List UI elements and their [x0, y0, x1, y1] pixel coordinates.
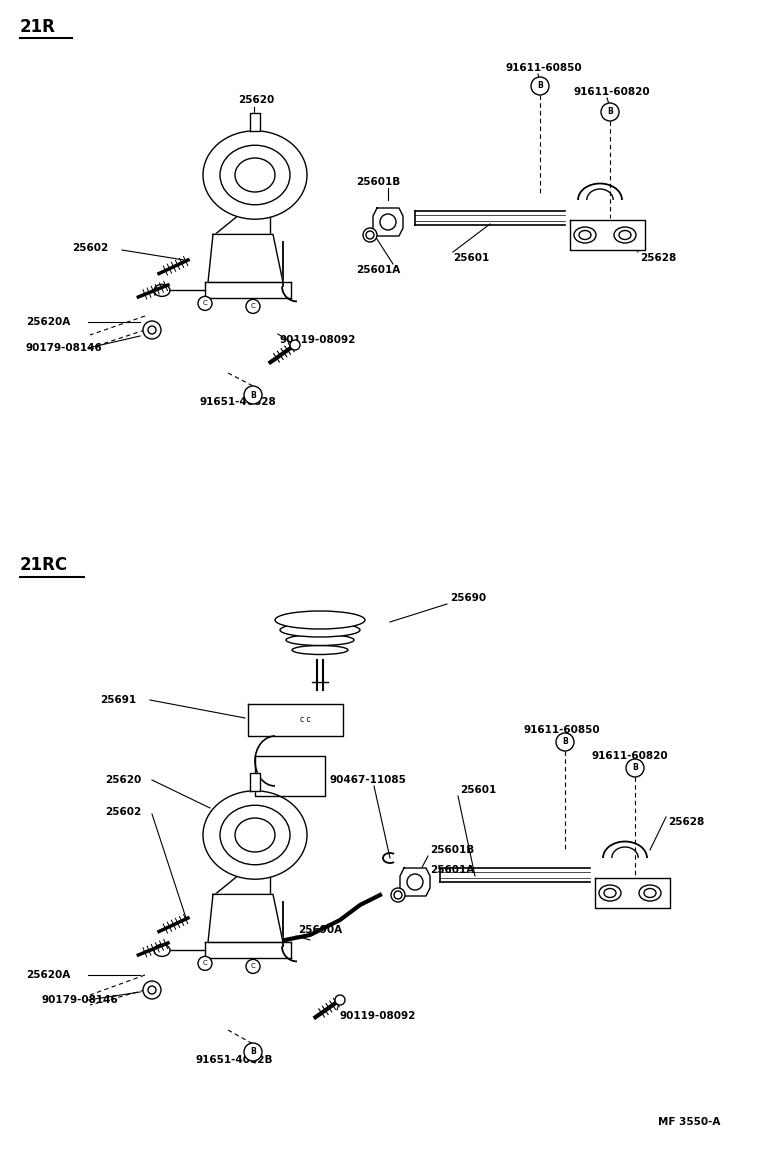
- Text: 90467-11085: 90467-11085: [330, 775, 407, 785]
- Ellipse shape: [574, 227, 596, 243]
- Text: 21R: 21R: [20, 18, 56, 36]
- Circle shape: [244, 1043, 262, 1061]
- Text: 90119-08092: 90119-08092: [280, 335, 356, 344]
- Ellipse shape: [391, 888, 405, 902]
- Text: 25690A: 25690A: [298, 925, 342, 935]
- Polygon shape: [208, 234, 283, 282]
- Ellipse shape: [286, 635, 354, 645]
- Polygon shape: [373, 209, 403, 236]
- Text: B: B: [250, 391, 256, 400]
- Text: 90119-08092: 90119-08092: [340, 1011, 417, 1021]
- Text: 21RC: 21RC: [20, 556, 68, 574]
- Text: 25620A: 25620A: [26, 317, 71, 327]
- Text: MF 3550-A: MF 3550-A: [658, 1117, 720, 1127]
- Text: 91611-60820: 91611-60820: [573, 88, 650, 97]
- Text: C: C: [251, 303, 255, 310]
- Circle shape: [246, 300, 260, 313]
- Text: c c: c c: [300, 715, 310, 725]
- Text: B: B: [607, 107, 613, 116]
- Text: 25601A: 25601A: [430, 865, 474, 876]
- Ellipse shape: [154, 285, 170, 296]
- Text: 25620: 25620: [105, 775, 141, 785]
- Circle shape: [246, 960, 260, 973]
- Text: C: C: [203, 961, 207, 967]
- Circle shape: [335, 995, 345, 1005]
- Text: 90179-08146: 90179-08146: [26, 343, 102, 353]
- Ellipse shape: [614, 227, 636, 243]
- Circle shape: [198, 956, 212, 970]
- Ellipse shape: [292, 645, 348, 654]
- Circle shape: [244, 386, 262, 404]
- Ellipse shape: [154, 945, 170, 956]
- Circle shape: [143, 321, 161, 339]
- Circle shape: [601, 103, 619, 121]
- Ellipse shape: [203, 131, 307, 219]
- Ellipse shape: [599, 885, 621, 901]
- Text: C: C: [251, 963, 255, 969]
- Polygon shape: [400, 867, 430, 896]
- Text: 25602: 25602: [72, 243, 108, 253]
- Circle shape: [290, 340, 300, 350]
- Text: B: B: [537, 82, 543, 91]
- Polygon shape: [248, 704, 343, 736]
- Text: 25620: 25620: [238, 94, 274, 105]
- Ellipse shape: [235, 158, 275, 192]
- Text: 91611-60850: 91611-60850: [505, 63, 582, 73]
- Circle shape: [143, 982, 161, 999]
- Ellipse shape: [639, 885, 661, 901]
- Text: 25620A: 25620A: [26, 970, 71, 980]
- Text: 25602: 25602: [105, 808, 141, 817]
- Text: 91611-60820: 91611-60820: [591, 751, 667, 761]
- Text: 91651-40828: 91651-40828: [200, 397, 277, 407]
- Polygon shape: [595, 878, 670, 908]
- Text: 25628: 25628: [668, 817, 705, 827]
- Text: C: C: [203, 301, 207, 306]
- Ellipse shape: [280, 623, 360, 637]
- Text: 91651-4082B: 91651-4082B: [196, 1055, 273, 1064]
- Text: 25601B: 25601B: [356, 177, 400, 187]
- Polygon shape: [208, 894, 283, 942]
- Text: 90179-08146: 90179-08146: [42, 995, 119, 1005]
- Polygon shape: [250, 113, 260, 131]
- Text: 25601B: 25601B: [430, 846, 474, 855]
- Ellipse shape: [235, 818, 275, 852]
- Text: 25628: 25628: [640, 253, 676, 263]
- Text: 91611-60850: 91611-60850: [524, 725, 601, 735]
- Ellipse shape: [275, 611, 365, 629]
- Polygon shape: [250, 773, 260, 790]
- Text: 25601: 25601: [453, 253, 489, 263]
- Ellipse shape: [363, 228, 377, 242]
- Text: 25691: 25691: [100, 695, 136, 705]
- Text: 25601A: 25601A: [356, 265, 400, 275]
- Text: B: B: [250, 1047, 256, 1056]
- Polygon shape: [570, 220, 645, 250]
- Text: 25690: 25690: [450, 593, 486, 602]
- Circle shape: [556, 733, 574, 751]
- Polygon shape: [255, 756, 325, 796]
- Text: 25601: 25601: [460, 785, 496, 795]
- Text: B: B: [632, 764, 638, 773]
- Text: B: B: [562, 737, 568, 746]
- Circle shape: [198, 296, 212, 310]
- Ellipse shape: [203, 790, 307, 879]
- Circle shape: [531, 77, 549, 94]
- Circle shape: [626, 759, 644, 776]
